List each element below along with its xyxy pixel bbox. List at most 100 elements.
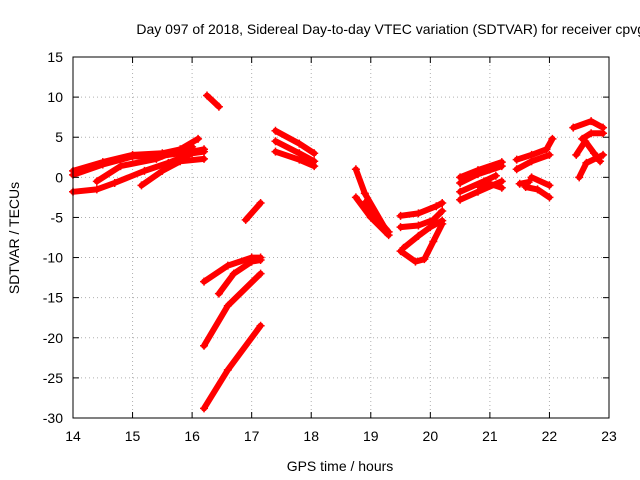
data-point bbox=[497, 162, 506, 171]
data-point bbox=[515, 179, 524, 188]
data-point bbox=[200, 277, 209, 286]
data-point bbox=[241, 215, 250, 224]
data-point bbox=[456, 195, 465, 204]
data-point bbox=[578, 134, 587, 143]
data-point bbox=[360, 199, 369, 208]
data-point bbox=[223, 365, 232, 374]
data-point bbox=[575, 173, 584, 182]
data-point bbox=[152, 154, 161, 163]
series-s34 bbox=[575, 150, 608, 182]
data-point bbox=[310, 162, 319, 171]
data-point bbox=[194, 134, 203, 143]
series-s23 bbox=[456, 162, 506, 187]
data-point bbox=[599, 129, 608, 138]
data-series bbox=[69, 91, 608, 413]
data-point bbox=[548, 134, 557, 143]
x-tick-label: 15 bbox=[125, 428, 141, 444]
series-s30 bbox=[521, 182, 554, 202]
data-point bbox=[295, 155, 304, 164]
data-point bbox=[310, 149, 319, 158]
series-s9 bbox=[200, 269, 265, 350]
grid bbox=[73, 57, 609, 418]
data-point bbox=[200, 341, 209, 350]
series-s10 bbox=[200, 321, 265, 413]
y-tick-label: -20 bbox=[43, 330, 63, 346]
data-point bbox=[456, 178, 465, 187]
x-tick-label: 23 bbox=[601, 428, 617, 444]
data-point bbox=[485, 179, 494, 188]
data-point bbox=[256, 255, 265, 264]
data-point bbox=[582, 158, 591, 167]
series-trace bbox=[397, 200, 446, 219]
data-point bbox=[214, 289, 223, 298]
data-point bbox=[351, 165, 360, 174]
x-tick-label: 21 bbox=[482, 428, 498, 444]
series-s5 bbox=[137, 154, 209, 190]
y-tick-label: -25 bbox=[43, 370, 63, 386]
data-point bbox=[420, 255, 429, 264]
data-point bbox=[527, 157, 536, 166]
series-s31 bbox=[527, 173, 554, 190]
data-point bbox=[545, 193, 554, 202]
x-tick-label: 19 bbox=[363, 428, 379, 444]
series-s6 bbox=[203, 91, 223, 111]
series-trace bbox=[513, 135, 556, 163]
data-point bbox=[158, 166, 167, 175]
series-s32 bbox=[569, 117, 608, 132]
series-trace bbox=[201, 254, 264, 285]
data-point bbox=[223, 301, 232, 310]
data-point bbox=[271, 137, 280, 146]
data-point bbox=[200, 404, 209, 413]
data-point bbox=[223, 261, 232, 270]
series-s29 bbox=[515, 178, 533, 188]
data-point bbox=[92, 185, 101, 194]
data-point bbox=[473, 181, 482, 190]
y-tick-label: -10 bbox=[43, 250, 63, 266]
series-s21 bbox=[396, 219, 447, 266]
data-point bbox=[375, 217, 384, 226]
data-point bbox=[351, 193, 360, 202]
series-s17 bbox=[360, 199, 393, 236]
series-s25 bbox=[456, 171, 500, 196]
data-point bbox=[414, 231, 423, 240]
data-point bbox=[256, 269, 265, 278]
data-point bbox=[128, 150, 137, 159]
data-point bbox=[188, 149, 197, 158]
data-point bbox=[396, 247, 405, 256]
x-tick-label: 16 bbox=[184, 428, 200, 444]
series-s8 bbox=[214, 255, 265, 298]
series-s18 bbox=[396, 199, 447, 220]
data-point bbox=[200, 154, 209, 163]
data-point bbox=[569, 123, 578, 132]
data-point bbox=[176, 157, 185, 166]
x-tick-label: 22 bbox=[542, 428, 558, 444]
data-point bbox=[432, 202, 441, 211]
chart-title: Day 097 of 2018, Sidereal Day-to-day VTE… bbox=[136, 21, 640, 37]
data-point bbox=[92, 177, 101, 186]
axis-ticks: 14 15 16 17 18 19 20 21 22 23 15 10 5 0 -5 -10 -15 -20 -25… bbox=[43, 49, 617, 444]
series-trace bbox=[397, 208, 446, 231]
data-point bbox=[414, 221, 423, 230]
data-point bbox=[411, 257, 420, 266]
y-tick-label: 0 bbox=[55, 169, 63, 185]
series-s35 bbox=[578, 129, 608, 143]
data-point bbox=[572, 150, 581, 159]
data-point bbox=[473, 170, 482, 179]
data-point bbox=[110, 178, 119, 187]
data-point bbox=[271, 126, 280, 135]
data-point bbox=[512, 165, 521, 174]
series-s4 bbox=[92, 134, 203, 186]
series-s3 bbox=[69, 147, 209, 196]
plot-frame bbox=[72, 56, 610, 419]
series-trace bbox=[242, 200, 264, 223]
data-point bbox=[396, 211, 405, 220]
series-trace bbox=[400, 217, 446, 251]
y-tick-label: -15 bbox=[43, 290, 63, 306]
data-point bbox=[456, 187, 465, 196]
x-tick-label: 14 bbox=[65, 428, 81, 444]
data-point bbox=[426, 223, 435, 232]
y-tick-label: -5 bbox=[51, 209, 64, 225]
data-point bbox=[256, 321, 265, 330]
data-point bbox=[229, 269, 238, 278]
x-tick-label: 20 bbox=[423, 428, 439, 444]
